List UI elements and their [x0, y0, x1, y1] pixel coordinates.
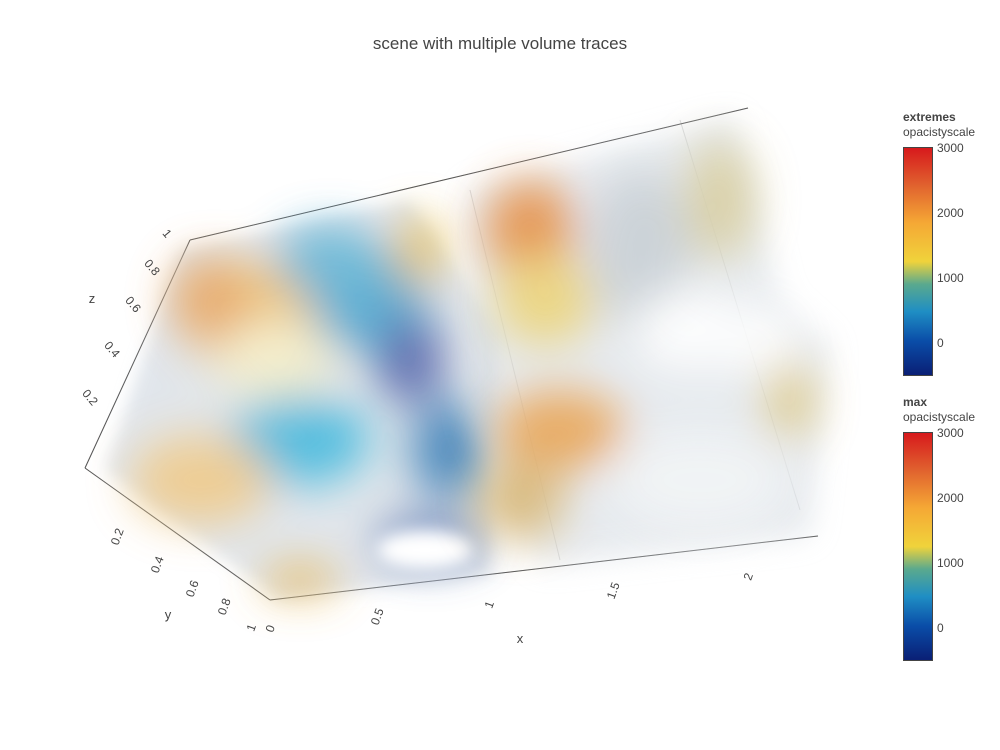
y-tick-label: 0.6 — [183, 578, 202, 599]
volume-trace-max[interactable] — [468, 118, 830, 565]
x-tick-label: 2 — [741, 571, 757, 582]
colorbar-max[interactable] — [903, 432, 933, 661]
y-tick-label: 1 — [244, 622, 260, 633]
colorbar-max-tick: 2000 — [937, 491, 964, 505]
colorbar-extremes-title: extremes opacistyscale — [903, 110, 976, 139]
volume-trace-extremes[interactable] — [105, 200, 500, 600]
y-axis-title: y — [165, 607, 172, 622]
x-tick-label: 1 — [482, 599, 498, 610]
y-tick-label: 0.4 — [148, 554, 167, 575]
z-axis-title: z — [89, 291, 96, 306]
colorbar-extremes-tick: 3000 — [937, 141, 964, 155]
chart-title: scene with multiple volume traces — [372, 34, 628, 53]
y-tick-label: 0.2 — [108, 526, 127, 547]
z-tick-label: 0.4 — [101, 339, 123, 361]
z-tick-label: 1 — [160, 226, 175, 240]
z-tick-label: 0.8 — [141, 257, 163, 279]
colorbar-max-title: max opacistyscale — [903, 395, 976, 424]
colorbar-max-tick: 3000 — [937, 426, 964, 440]
colorbar-max-tick: 1000 — [937, 556, 964, 570]
x-tick-label: 1.5 — [604, 580, 623, 601]
z-tick-label: 0.6 — [122, 294, 144, 316]
colorbar-max-tick: 0 — [937, 621, 944, 635]
x-tick-label: 0.5 — [368, 606, 387, 627]
x-axis-title: x — [517, 631, 524, 646]
x-tick-label: 0 — [263, 623, 279, 634]
y-tick-label: 0.8 — [215, 596, 234, 617]
colorbar-extremes-tick: 1000 — [937, 271, 964, 285]
z-tick-label: 0.2 — [79, 387, 101, 409]
colorbar-extremes-tick: 2000 — [937, 206, 964, 220]
colorbar-extremes-tick: 0 — [937, 336, 944, 350]
colorbar-extremes[interactable] — [903, 147, 933, 376]
